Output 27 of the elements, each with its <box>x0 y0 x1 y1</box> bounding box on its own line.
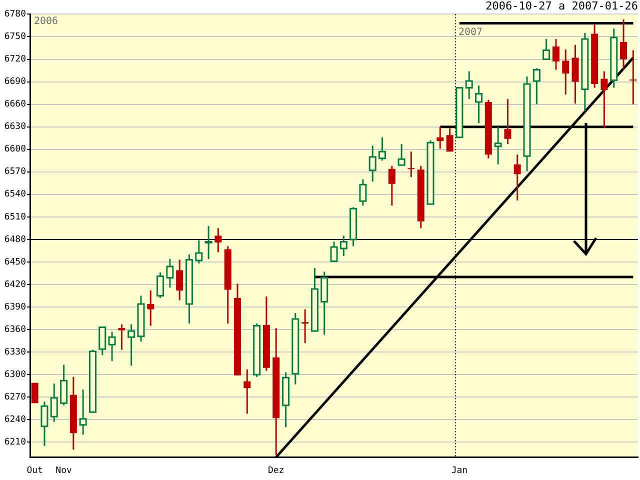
ref-line-label: 2007 <box>458 26 483 38</box>
y-tick-label: 6420 <box>4 280 26 290</box>
x-tick-label: Jan <box>451 466 468 476</box>
y-tick-label: 6450 <box>4 257 26 268</box>
y-tick-label: 6360 <box>4 324 26 335</box>
chart-subtitle: 2006-10-27 a 2007-01-26 <box>486 0 638 12</box>
x-tick-label: Out <box>26 466 43 476</box>
y-tick-label: 6300 <box>4 370 26 380</box>
y-tick-label: 6750 <box>4 32 26 42</box>
y-tick-label: 6780 <box>4 10 26 20</box>
y-tick-label: 6720 <box>4 54 26 65</box>
y-tick-label: 6540 <box>4 190 26 200</box>
y-tick-label: 6240 <box>4 415 26 425</box>
y-tick-label: 6210 <box>4 438 26 448</box>
y-tick-label: 6480 <box>4 234 26 245</box>
y-tick-label: 6570 <box>4 167 26 178</box>
y-tick-label: 6390 <box>4 302 26 312</box>
x-tick-label: Dez <box>268 466 284 476</box>
y-tick-label: 6690 <box>4 77 26 88</box>
y-tick-label: 6660 <box>4 100 26 110</box>
y-tick-label: 6510 <box>4 212 26 222</box>
x-tick-label: Nov <box>56 466 72 476</box>
y-tick-label: 6270 <box>4 392 26 402</box>
y-tick-label: 6630 <box>4 122 26 132</box>
y-tick-label: 6330 <box>4 347 26 358</box>
annotation: 2006 <box>34 16 58 27</box>
y-tick-label: 6600 <box>4 144 26 155</box>
